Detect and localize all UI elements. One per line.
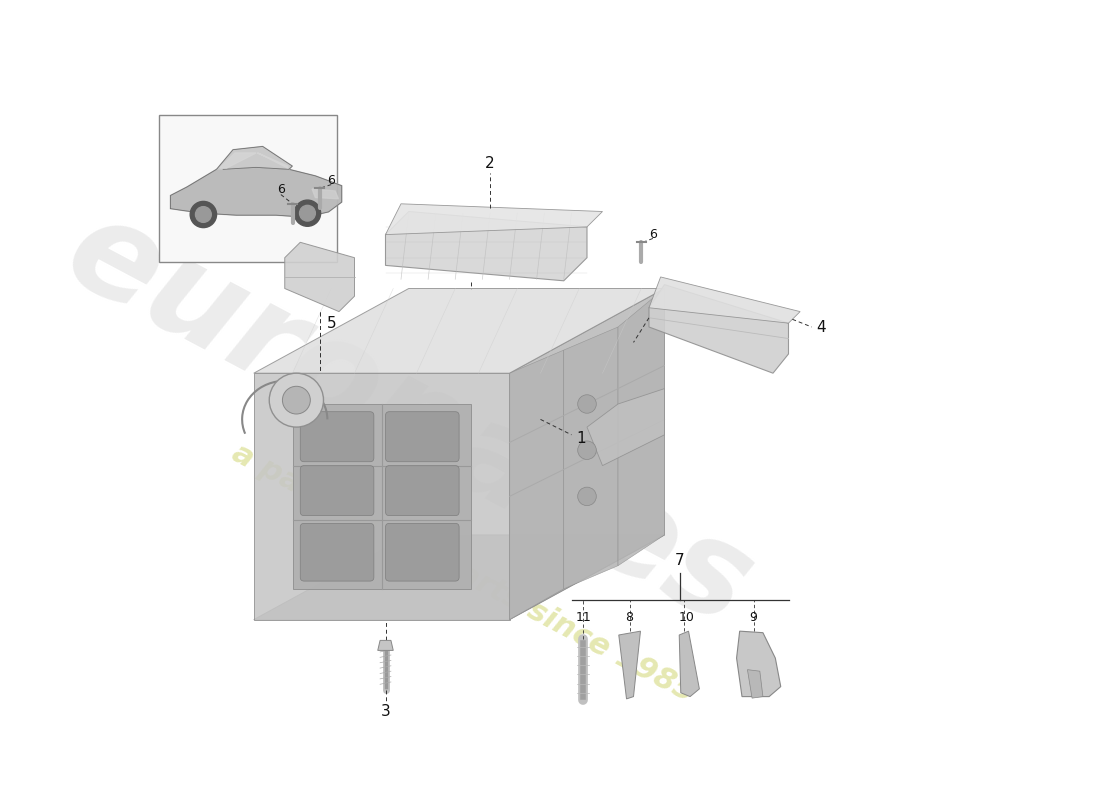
Polygon shape <box>747 670 763 698</box>
Text: 1: 1 <box>576 431 585 446</box>
Polygon shape <box>217 146 293 170</box>
Text: 10: 10 <box>679 610 695 624</box>
Circle shape <box>299 206 316 221</box>
Polygon shape <box>737 631 781 697</box>
Text: 6: 6 <box>328 174 336 187</box>
Text: 5: 5 <box>327 316 337 330</box>
FancyBboxPatch shape <box>300 412 374 462</box>
Text: 6: 6 <box>277 183 285 197</box>
FancyBboxPatch shape <box>385 523 459 581</box>
Polygon shape <box>587 389 664 466</box>
Text: 11: 11 <box>575 610 591 624</box>
FancyBboxPatch shape <box>385 412 459 462</box>
Text: europares: europares <box>45 186 772 653</box>
Text: 9: 9 <box>750 610 758 624</box>
Text: 2: 2 <box>485 156 495 171</box>
Circle shape <box>196 206 211 222</box>
Circle shape <box>578 487 596 506</box>
Polygon shape <box>285 242 354 311</box>
Polygon shape <box>254 289 664 373</box>
Polygon shape <box>679 631 700 697</box>
FancyBboxPatch shape <box>300 523 374 581</box>
Text: 3: 3 <box>381 704 390 718</box>
Text: 7: 7 <box>675 553 685 568</box>
Circle shape <box>190 202 217 227</box>
Polygon shape <box>293 404 471 589</box>
Polygon shape <box>649 277 800 323</box>
Polygon shape <box>385 204 603 234</box>
Polygon shape <box>312 189 339 198</box>
Circle shape <box>578 394 596 414</box>
Polygon shape <box>220 153 256 168</box>
Circle shape <box>295 200 320 226</box>
Polygon shape <box>649 285 789 373</box>
Polygon shape <box>254 373 509 619</box>
Circle shape <box>270 373 323 427</box>
Polygon shape <box>619 631 640 699</box>
FancyBboxPatch shape <box>160 115 338 262</box>
Circle shape <box>283 386 310 414</box>
Polygon shape <box>170 167 342 217</box>
Text: 6: 6 <box>649 228 657 241</box>
Polygon shape <box>377 640 394 650</box>
Polygon shape <box>618 289 664 566</box>
Polygon shape <box>254 535 664 619</box>
Text: 8: 8 <box>626 610 634 624</box>
Polygon shape <box>509 350 563 619</box>
Polygon shape <box>385 211 587 281</box>
FancyBboxPatch shape <box>300 466 374 516</box>
Text: 4: 4 <box>816 319 826 334</box>
Text: a passion for parts since 1985: a passion for parts since 1985 <box>227 438 700 708</box>
FancyBboxPatch shape <box>385 466 459 516</box>
Polygon shape <box>257 153 288 168</box>
Polygon shape <box>509 289 664 619</box>
Polygon shape <box>563 327 618 589</box>
Circle shape <box>578 441 596 459</box>
